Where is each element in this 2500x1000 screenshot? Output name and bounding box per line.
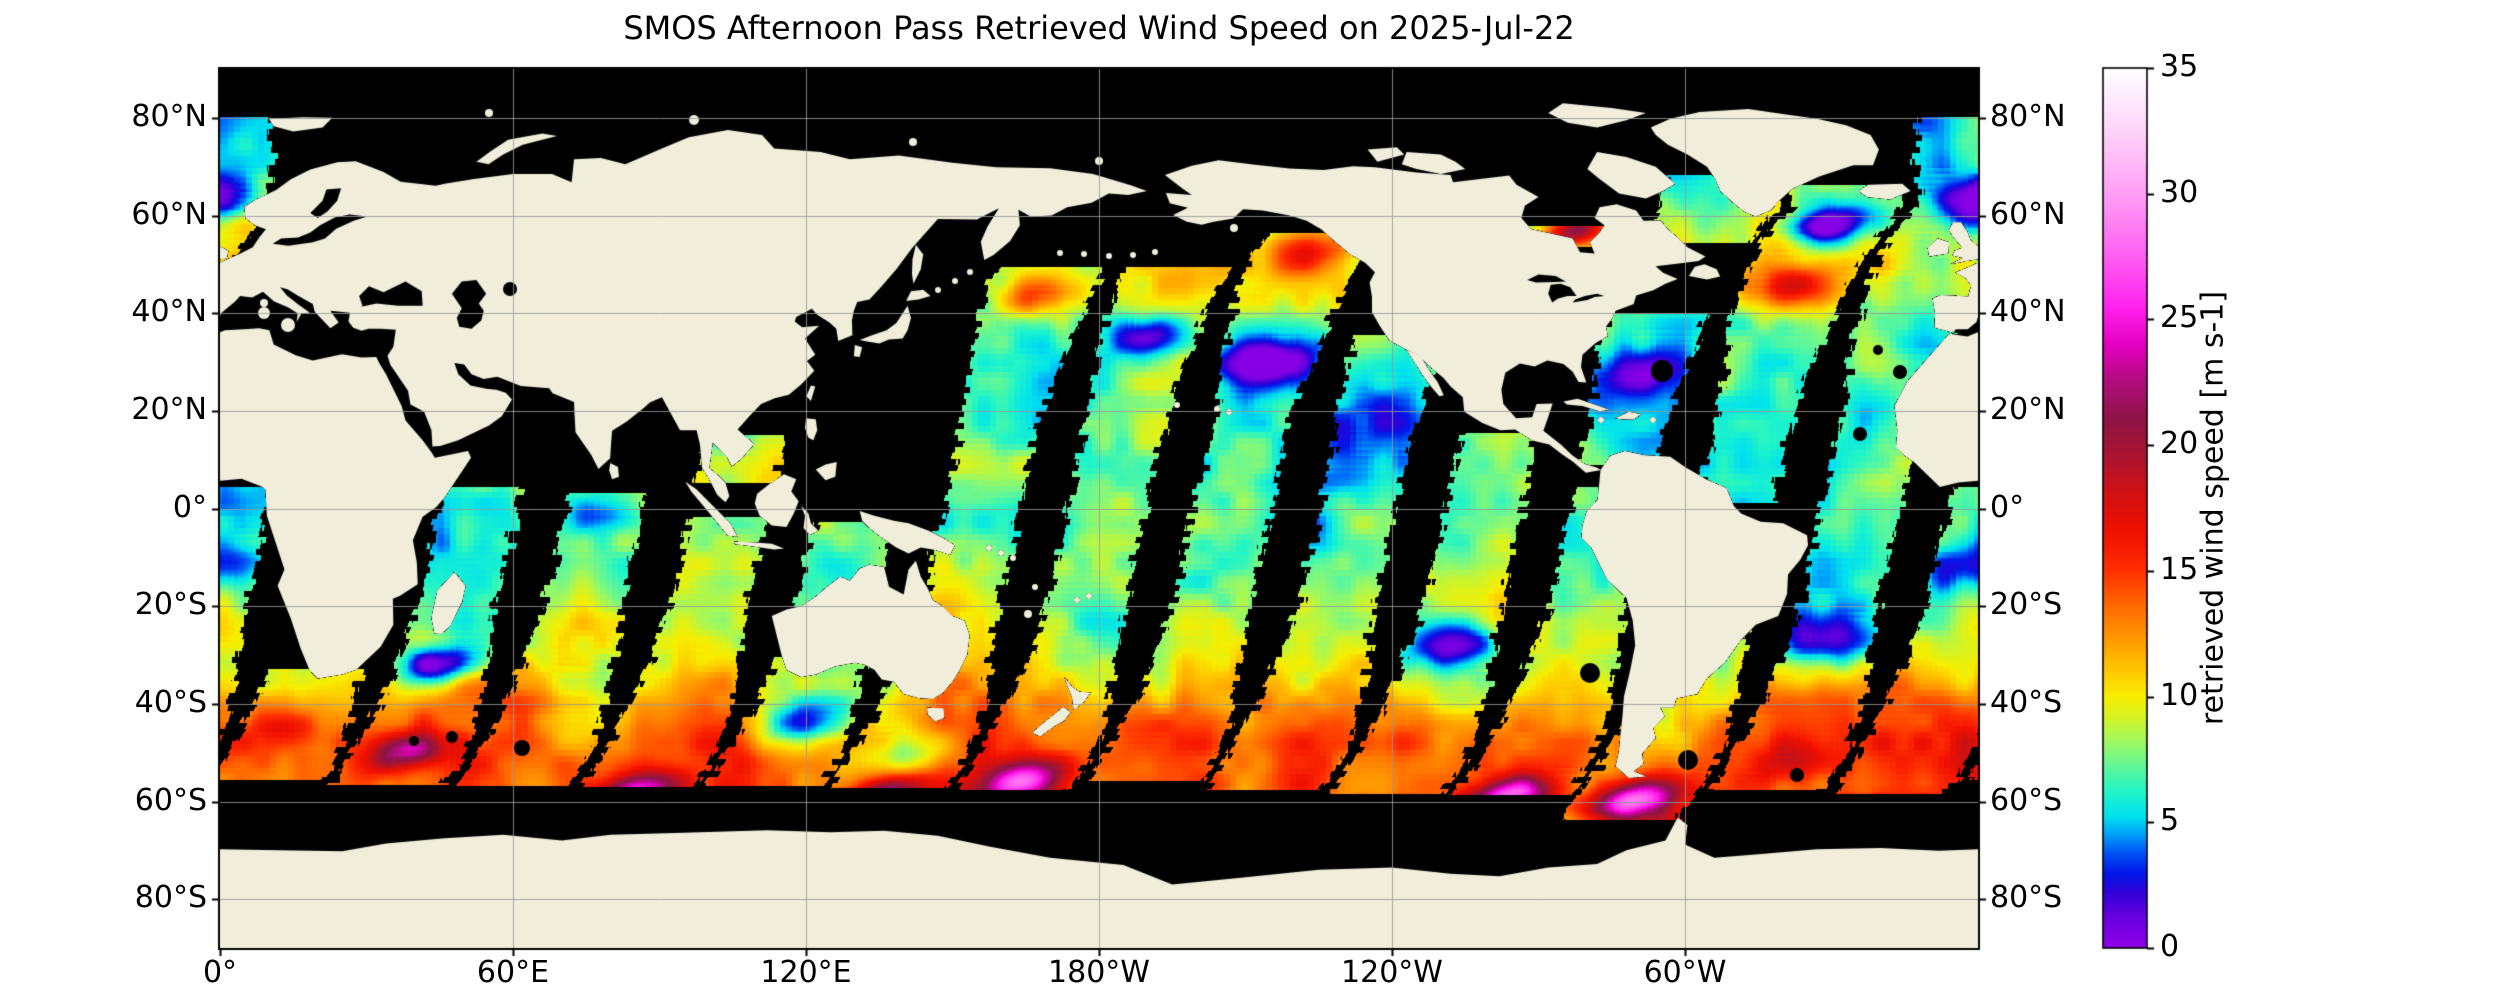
colorbar-tick-label: 30 bbox=[2160, 174, 2199, 210]
lon-tick-label: 180°W bbox=[1048, 955, 1150, 990]
lat-tick-label-right: 80°N bbox=[1990, 98, 2066, 134]
lat-tick-label-left: 0° bbox=[172, 489, 207, 525]
lon-tick-label: 60°E bbox=[476, 955, 550, 990]
colorbar-tick-label: 10 bbox=[2160, 677, 2199, 713]
lat-tick-label-right: 20°N bbox=[1990, 391, 2066, 427]
lat-tick-label-left: 60°N bbox=[131, 196, 207, 232]
colorbar-tick-label: 25 bbox=[2160, 300, 2199, 336]
lat-tick-label-right: 20°S bbox=[1990, 587, 2063, 623]
lat-tick-label-right: 60°N bbox=[1990, 196, 2066, 232]
lat-tick-label-right: 0° bbox=[1990, 489, 2025, 525]
lat-tick-label-right: 80°S bbox=[1990, 880, 2063, 916]
lon-tick-label: 60°W bbox=[1643, 955, 1727, 990]
lat-tick-label-left: 40°N bbox=[131, 294, 207, 330]
lon-tick-label: 0° bbox=[202, 955, 238, 990]
lon-tick-label: 120°W bbox=[1341, 955, 1443, 990]
lat-tick-label-left: 80°N bbox=[131, 98, 207, 134]
lat-tick-label-left: 20°S bbox=[134, 587, 207, 623]
colorbar-axis-label: retrieved wind speed [m s-1] bbox=[2195, 290, 2231, 726]
colorbar-tick-label: 15 bbox=[2160, 551, 2199, 587]
colorbar-tick-label: 0 bbox=[2160, 929, 2180, 964]
lat-tick-label-left: 60°S bbox=[134, 782, 207, 818]
lat-tick-label-left: 20°N bbox=[131, 391, 207, 427]
colorbar-tick-label: 5 bbox=[2160, 803, 2180, 839]
lon-tick-label: 120°E bbox=[760, 955, 852, 990]
colorbar-tick-label: 35 bbox=[2160, 49, 2199, 84]
colorbar-tick-label: 20 bbox=[2160, 426, 2199, 462]
lat-tick-label-right: 60°S bbox=[1990, 782, 2063, 818]
plot-title: SMOS Afternoon Pass Retrieved Wind Speed… bbox=[623, 9, 1575, 47]
lat-tick-label-right: 40°S bbox=[1990, 684, 2063, 720]
lat-tick-label-left: 80°S bbox=[134, 880, 207, 916]
lat-tick-label-left: 40°S bbox=[134, 684, 207, 720]
lat-tick-label-right: 40°N bbox=[1990, 294, 2066, 330]
